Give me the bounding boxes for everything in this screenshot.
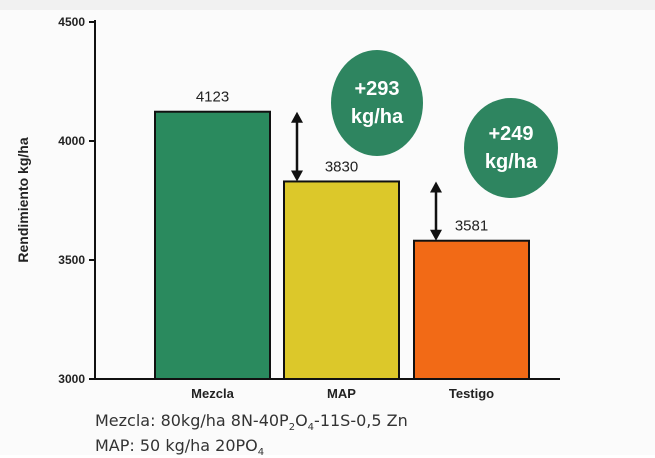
arrow-head-down-1 bbox=[291, 170, 303, 182]
gain-value-1: +293 bbox=[354, 78, 399, 100]
data-label-testigo: 3581 bbox=[455, 218, 488, 235]
x-tick-label-testigo: Testigo bbox=[449, 386, 494, 401]
bar-mezcla bbox=[154, 110, 271, 380]
y-tick-label-3500: 3500 bbox=[58, 253, 85, 267]
footnote-map: MAP: 50 kg/ha 20PO4 bbox=[95, 436, 265, 458]
x-tick-label-map: MAP bbox=[327, 386, 356, 401]
y-axis-label: Rendimiento kg/ha bbox=[15, 137, 31, 262]
data-label-map: 3830 bbox=[325, 158, 358, 175]
arrow-head-down-2 bbox=[430, 229, 442, 241]
gain-unit-2: kg/ha bbox=[485, 151, 538, 173]
bar-map bbox=[283, 180, 400, 380]
arrow-head-up-1 bbox=[291, 111, 303, 123]
data-label-mezcla: 4123 bbox=[196, 89, 229, 106]
gain-value-2: +249 bbox=[488, 123, 533, 145]
top-band bbox=[0, 0, 655, 10]
y-tick-label-4000: 4000 bbox=[58, 134, 85, 148]
gain-unit-1: kg/ha bbox=[351, 106, 404, 128]
y-tick-label-4500: 4500 bbox=[58, 15, 85, 29]
footnote-mezcla: Mezcla: 80kg/ha 8N-40P2O4-11S-0,5 Zn bbox=[95, 411, 408, 434]
y-tick-label-3000: 3000 bbox=[58, 372, 85, 386]
x-tick-label-mezcla: Mezcla bbox=[191, 386, 234, 401]
gain-badge-1 bbox=[331, 50, 423, 156]
arrow-head-up-2 bbox=[430, 181, 442, 193]
gain-badge-2 bbox=[464, 98, 558, 198]
bar-testigo bbox=[413, 239, 530, 380]
